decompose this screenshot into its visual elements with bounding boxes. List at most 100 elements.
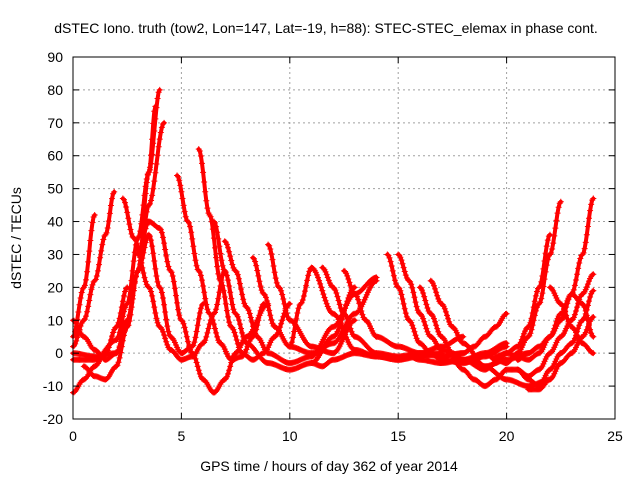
data-point-marker bbox=[135, 251, 142, 258]
data-point-marker bbox=[193, 262, 200, 269]
data-point-marker bbox=[572, 277, 579, 284]
data-point-marker bbox=[332, 287, 339, 294]
data-point-marker bbox=[588, 201, 595, 208]
data-point-marker bbox=[585, 278, 592, 285]
data-point-marker bbox=[81, 282, 88, 289]
data-point-marker bbox=[580, 249, 587, 256]
data-point-marker bbox=[168, 269, 175, 276]
data-point-marker bbox=[550, 240, 557, 247]
data-point-marker bbox=[537, 366, 544, 373]
data-point-marker bbox=[190, 243, 197, 250]
data-point-marker bbox=[409, 322, 416, 329]
data-point-marker bbox=[553, 217, 560, 224]
data-point-marker bbox=[132, 237, 139, 244]
data-point-marker bbox=[106, 210, 113, 217]
data-point-marker bbox=[407, 278, 414, 285]
data-point-marker bbox=[582, 286, 589, 293]
data-point-marker bbox=[225, 244, 232, 251]
data-point-marker bbox=[203, 301, 210, 308]
data-point-marker bbox=[393, 280, 400, 287]
data-point-marker bbox=[313, 271, 320, 278]
data-point-marker bbox=[164, 323, 171, 330]
y-tick-label: 50 bbox=[47, 181, 63, 197]
data-point-marker bbox=[254, 322, 261, 329]
data-point-marker bbox=[544, 237, 551, 244]
data-point-marker bbox=[185, 343, 192, 350]
data-point-marker bbox=[408, 319, 415, 326]
series-arc28 bbox=[492, 231, 553, 360]
data-point-marker bbox=[107, 202, 114, 209]
data-point-marker bbox=[145, 169, 152, 176]
data-point-marker bbox=[322, 268, 329, 275]
data-point-marker bbox=[110, 329, 117, 336]
data-point-marker bbox=[188, 229, 195, 236]
data-point-marker bbox=[204, 306, 211, 313]
data-point-marker bbox=[257, 307, 264, 314]
data-point-marker bbox=[385, 252, 392, 259]
data-point-marker bbox=[190, 342, 197, 349]
data-point-marker bbox=[93, 361, 100, 368]
data-point-marker bbox=[585, 298, 592, 305]
data-point-marker bbox=[574, 328, 581, 335]
data-point-marker bbox=[191, 352, 198, 359]
data-point-marker bbox=[85, 303, 92, 310]
data-point-marker bbox=[539, 272, 546, 279]
data-point-marker bbox=[539, 290, 546, 297]
data-point-marker bbox=[277, 285, 284, 292]
y-tick-label: 30 bbox=[47, 246, 63, 262]
data-point-marker bbox=[195, 367, 202, 374]
data-point-marker bbox=[258, 287, 265, 294]
data-point-marker bbox=[548, 284, 555, 291]
data-point-marker bbox=[93, 272, 100, 279]
data-point-marker bbox=[187, 346, 194, 353]
data-point-marker bbox=[344, 272, 351, 279]
data-point-marker bbox=[174, 299, 181, 306]
data-point-marker bbox=[318, 284, 325, 291]
y-tick-label: 40 bbox=[47, 214, 63, 230]
data-point-marker bbox=[215, 235, 222, 242]
data-point-marker bbox=[531, 298, 538, 305]
data-point-marker bbox=[424, 328, 431, 335]
data-point-marker bbox=[221, 267, 228, 274]
y-tick-label: -10 bbox=[43, 378, 63, 394]
data-point-marker bbox=[180, 202, 187, 209]
data-point-marker bbox=[83, 313, 90, 320]
data-point-marker bbox=[229, 301, 236, 308]
data-point-marker bbox=[201, 179, 208, 186]
data-point-marker bbox=[256, 312, 263, 319]
data-point-marker bbox=[234, 271, 241, 278]
data-point-marker bbox=[146, 200, 153, 207]
data-point-marker bbox=[421, 293, 428, 300]
data-point-marker bbox=[120, 324, 127, 331]
data-point-marker bbox=[429, 313, 436, 320]
data-point-marker bbox=[551, 232, 558, 239]
data-point-marker bbox=[290, 334, 297, 341]
data-point-marker bbox=[373, 277, 380, 284]
data-point-marker bbox=[175, 306, 182, 313]
data-point-marker bbox=[589, 314, 596, 321]
data-point-marker bbox=[571, 335, 578, 342]
data-point-marker bbox=[200, 340, 207, 347]
data-point-marker bbox=[422, 297, 429, 304]
data-point-marker bbox=[139, 239, 146, 246]
data-point-marker bbox=[151, 178, 158, 185]
data-point-marker bbox=[233, 337, 240, 344]
data-point-marker bbox=[346, 322, 353, 329]
x-axis-label: GPS time / hours of day 362 of year 2014 bbox=[200, 458, 458, 474]
data-point-marker bbox=[91, 211, 98, 218]
data-point-marker bbox=[212, 309, 219, 316]
data-point-marker bbox=[556, 200, 563, 207]
data-point-marker bbox=[236, 321, 243, 328]
data-point-marker bbox=[87, 237, 94, 244]
data-point-marker bbox=[569, 324, 576, 331]
data-point-marker bbox=[129, 267, 136, 274]
data-point-marker bbox=[412, 332, 419, 339]
data-point-marker bbox=[537, 299, 544, 306]
series-arc11 bbox=[195, 146, 293, 363]
data-point-marker bbox=[396, 285, 403, 292]
data-point-marker bbox=[583, 306, 590, 313]
y-tick-label: 10 bbox=[47, 312, 63, 328]
data-point-marker bbox=[183, 333, 190, 340]
data-point-marker bbox=[168, 334, 175, 341]
